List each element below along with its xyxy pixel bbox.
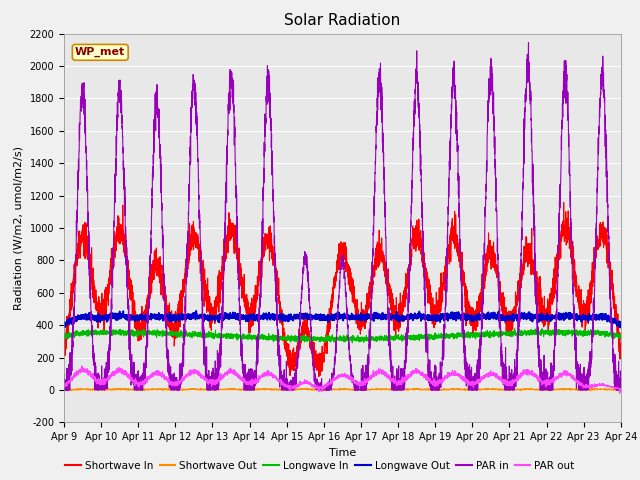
PAR in [617, 370, 625, 376]
Longwave In [348, 340, 356, 346]
PAR in [616, 378, 624, 384]
Shortwave In [560, 200, 568, 205]
Shortwave In [499, 291, 507, 297]
PAR in [394, 387, 401, 393]
Line: Longwave Out: Longwave Out [64, 311, 621, 327]
PAR in [436, 367, 444, 372]
Shortwave Out [499, 387, 507, 393]
PAR in [160, 298, 168, 303]
PAR out [436, 379, 444, 384]
Y-axis label: Radiation (W/m2, umol/m2/s): Radiation (W/m2, umol/m2/s) [14, 146, 24, 310]
PAR out [499, 378, 507, 384]
PAR out [322, 382, 330, 387]
Longwave Out [160, 314, 168, 320]
Shortwave Out [467, 387, 475, 393]
PAR in [499, 361, 507, 367]
Longwave In [436, 333, 444, 339]
PAR out [161, 373, 168, 379]
PAR in [467, 376, 475, 382]
Shortwave In [616, 343, 624, 348]
Shortwave Out [160, 386, 168, 392]
Line: PAR out: PAR out [64, 366, 621, 393]
Longwave In [616, 334, 624, 339]
PAR in [525, 40, 532, 46]
Shortwave In [436, 299, 444, 305]
Line: Shortwave Out: Shortwave Out [64, 388, 621, 390]
Longwave Out [436, 311, 444, 317]
Shortwave Out [617, 387, 625, 393]
Longwave Out [193, 308, 200, 313]
Shortwave In [617, 351, 625, 357]
Longwave In [467, 333, 475, 338]
Longwave Out [617, 322, 625, 327]
Longwave In [60, 334, 68, 339]
Longwave Out [616, 324, 624, 330]
X-axis label: Time: Time [329, 448, 356, 457]
Longwave Out [499, 313, 507, 319]
PAR out [616, 386, 624, 392]
Longwave Out [60, 320, 68, 325]
Longwave In [499, 330, 507, 336]
Shortwave In [467, 317, 475, 323]
Longwave In [538, 326, 546, 332]
Shortwave Out [322, 387, 330, 393]
Longwave In [617, 334, 625, 339]
Line: Shortwave In: Shortwave In [64, 203, 621, 377]
Line: PAR in: PAR in [64, 43, 621, 390]
Shortwave Out [197, 385, 205, 391]
Line: Longwave In: Longwave In [64, 329, 621, 343]
Shortwave Out [60, 387, 68, 393]
PAR in [322, 387, 330, 393]
Shortwave Out [616, 387, 624, 393]
Legend: Shortwave In, Shortwave Out, Longwave In, Longwave Out, PAR in, PAR out: Shortwave In, Shortwave Out, Longwave In… [61, 456, 579, 475]
Shortwave In [322, 343, 330, 349]
Shortwave In [60, 352, 68, 358]
PAR in [60, 371, 68, 377]
Shortwave Out [436, 386, 444, 392]
Longwave Out [322, 313, 330, 319]
PAR out [616, 390, 623, 396]
Shortwave In [160, 288, 168, 294]
PAR out [617, 387, 625, 393]
Longwave Out [616, 322, 624, 327]
PAR out [467, 380, 475, 385]
Longwave In [322, 336, 330, 342]
Shortwave Out [601, 387, 609, 393]
PAR out [60, 384, 68, 390]
Title: Solar Radiation: Solar Radiation [284, 13, 401, 28]
Shortwave In [315, 374, 323, 380]
PAR out [78, 363, 86, 369]
Longwave In [160, 330, 168, 336]
Text: WP_met: WP_met [75, 47, 125, 58]
Longwave Out [467, 313, 475, 319]
